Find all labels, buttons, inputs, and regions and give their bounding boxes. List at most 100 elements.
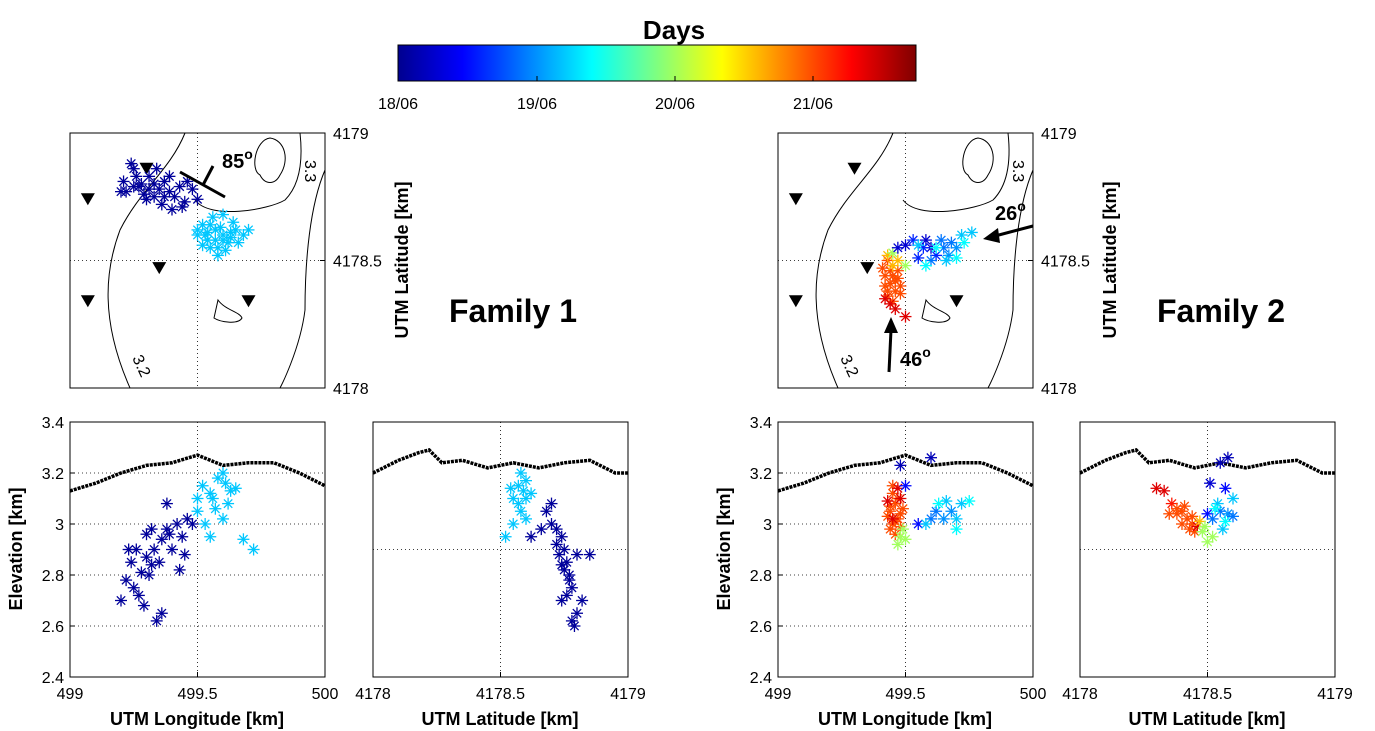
scatter-point	[899, 310, 912, 323]
scatter-point	[925, 451, 937, 464]
scatter-point	[122, 543, 135, 556]
scatter-point	[894, 459, 907, 472]
arrow-46	[884, 317, 898, 373]
contours	[107, 132, 326, 389]
scatter-point	[1209, 502, 1222, 515]
scatter-points	[499, 467, 596, 632]
scatter-point	[1227, 492, 1239, 505]
y-tick-label: 4178	[333, 381, 369, 398]
scatter-point	[550, 538, 563, 551]
scatter-point	[950, 523, 963, 536]
family1-latitude-panel: 4178 4178.5 4179 UTM Latitude [km]	[355, 421, 646, 729]
scatter-point	[899, 533, 912, 546]
scatter-point	[894, 287, 907, 300]
contour-label: 3.3	[301, 160, 318, 182]
station-marker	[80, 193, 95, 206]
scatter-point	[555, 530, 568, 543]
scatter-point	[155, 533, 168, 546]
scatter-point	[899, 259, 912, 272]
scatter-point	[148, 543, 161, 556]
scatter-point	[571, 607, 583, 620]
colorbar-tick-label: 20/06	[655, 96, 695, 113]
grid	[70, 422, 325, 677]
scatter-point	[881, 495, 894, 508]
scatter-point	[555, 594, 568, 607]
scatter-point	[214, 221, 227, 234]
arrow-26	[983, 224, 1034, 243]
scatter-point	[520, 474, 532, 487]
scatter-point	[222, 497, 235, 510]
scatter-point	[158, 175, 171, 188]
family2-longitude-panel: 499 499.5 500 2.4 2.6 2.8 3 3.2 3.4 UTM Longitu…	[714, 415, 1046, 729]
y-tick-label: 4179	[1041, 126, 1077, 143]
scatter-point	[158, 190, 171, 203]
scatter-point	[935, 234, 948, 247]
station-marker	[847, 162, 862, 175]
scatter-point	[525, 530, 538, 543]
y-tick-label: 4178.5	[1041, 254, 1090, 271]
contours	[815, 132, 1034, 389]
family1-longitude-panel: 499 499.5 500 2.4 2.6 2.8 3 3.2 3.4 UTM Longitu…	[6, 415, 338, 729]
scatter-point	[507, 518, 520, 530]
scatter-point	[143, 569, 156, 581]
scatter-point	[1219, 482, 1232, 495]
scatter-point	[565, 614, 578, 627]
scatter-point	[145, 558, 158, 571]
scatter-point	[115, 185, 127, 198]
y-tick-label: 3.4	[42, 415, 64, 432]
topography-line	[69, 453, 326, 493]
scatter-point	[945, 505, 958, 518]
scatter-point	[912, 239, 925, 252]
scatter-point	[224, 484, 237, 497]
scatter-point	[896, 523, 909, 536]
topography-line	[1079, 448, 1335, 475]
scatter-point	[1165, 497, 1178, 510]
y-ticks: 2.4 2.6 2.8 3 3.2 3.4	[42, 415, 75, 687]
scatter-points	[876, 226, 978, 323]
x-tick-label: 4178.5	[1183, 686, 1232, 703]
scatter-point	[171, 518, 184, 530]
scatter-point	[965, 226, 978, 239]
scatter-point	[1206, 512, 1219, 525]
x-axis-label: UTM Latitude [km]	[422, 709, 579, 729]
scatter-point	[140, 193, 153, 206]
x-tick-label: 499	[57, 686, 84, 703]
scatter-point	[130, 170, 143, 183]
scatter-point	[247, 543, 260, 556]
scatter-point	[196, 479, 209, 492]
station-marker	[860, 262, 875, 275]
y-ticks: 2.4 2.6 2.8 3 3.2 3.4	[750, 415, 783, 687]
x-tick-label: 500	[1020, 686, 1047, 703]
y-tick-label: 4178.5	[333, 254, 382, 271]
y-ticks: 4178 4178.5 4179	[320, 126, 382, 398]
scatter-point	[891, 241, 904, 254]
colorbar	[397, 44, 917, 82]
scatter-point	[145, 523, 158, 536]
scatter-point	[545, 497, 558, 510]
scatter-point	[163, 170, 176, 183]
angle-annotation: 26o	[995, 198, 1026, 225]
scatter-point	[120, 574, 133, 587]
strike-tick	[201, 165, 215, 186]
scatter-point	[176, 200, 189, 213]
station-marker	[80, 295, 95, 308]
angle-annotation: 85o	[222, 146, 253, 173]
colorbar-tick-label: 21/06	[793, 96, 833, 113]
scatter-point	[555, 558, 568, 571]
x-tick-label: 500	[312, 686, 339, 703]
grid	[778, 133, 1033, 388]
scatter-point	[232, 236, 245, 249]
x-tick-label: 4178.5	[476, 686, 525, 703]
scatter-point	[224, 231, 237, 244]
scatter-point	[204, 218, 217, 231]
scatter-point	[196, 218, 209, 231]
scatter-point	[209, 234, 222, 247]
scatter-point	[514, 467, 527, 479]
scatter-point	[504, 482, 517, 495]
y-tick-label: 2.8	[42, 568, 64, 585]
y-tick-label: 3.2	[42, 466, 64, 483]
scatter-point	[160, 523, 173, 536]
scatter-points	[115, 467, 260, 627]
